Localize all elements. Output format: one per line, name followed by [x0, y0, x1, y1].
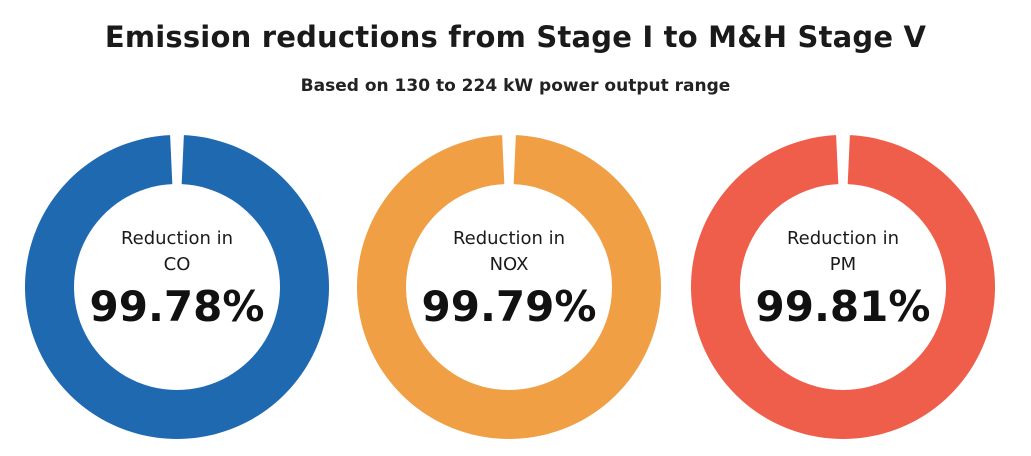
donut-pm: Reduction in PM 99.81%: [690, 134, 996, 440]
donut-nox-ring: [357, 135, 661, 439]
donut-co-value: 99.78%: [89, 282, 265, 331]
donut-pm-label: Reduction in PM: [690, 226, 996, 278]
donut-pm-svg: [691, 135, 995, 439]
donut-nox-label-line1: Reduction in: [452, 228, 566, 249]
donut-nox-svg: [357, 135, 661, 439]
donut-co: Reduction in CO 99.78%: [24, 134, 330, 440]
donut-co-label: Reduction in CO: [24, 226, 330, 278]
donut-pm-ring: [691, 135, 995, 439]
donut-co-ring: [24, 135, 329, 439]
donut-pm-label-line1: Reduction in: [786, 228, 900, 249]
chart-title: Emission reductions from Stage I to M&H …: [104, 20, 927, 54]
donut-nox-label: Reduction in NOX: [356, 226, 662, 278]
donut-co-label-line2: CO: [163, 254, 191, 275]
donut-co-label-line1: Reduction in: [120, 228, 234, 249]
donut-pm-value: 99.81%: [755, 282, 931, 331]
donut-co-svg: [24, 135, 329, 439]
donut-pm-label-line2: PM: [829, 254, 857, 275]
donut-nox-label-line2: NOX: [489, 254, 529, 275]
donut-nox-value: 99.79%: [421, 282, 597, 331]
chart-subtitle: Based on 130 to 224 kW power output rang…: [300, 76, 731, 96]
donut-nox: Reduction in NOX 99.79%: [356, 134, 662, 440]
